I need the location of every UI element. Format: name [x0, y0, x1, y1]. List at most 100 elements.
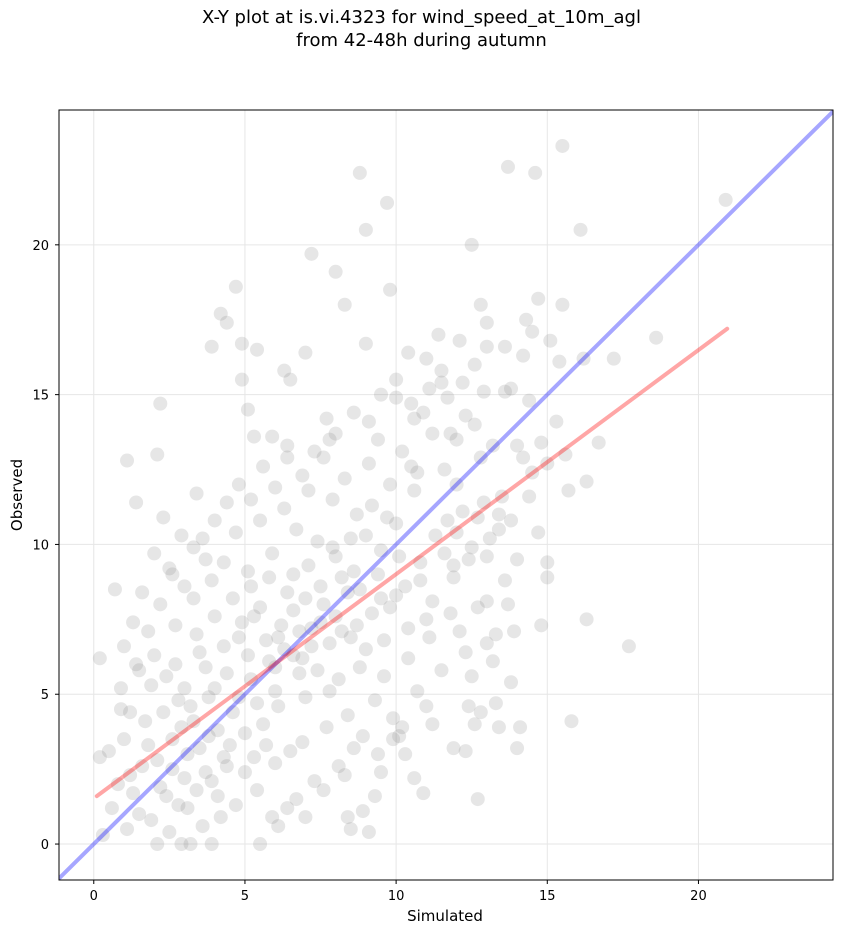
data-point	[407, 771, 422, 786]
data-point	[591, 435, 606, 450]
data-point	[240, 648, 255, 663]
x-tick-label: 0	[90, 889, 98, 904]
data-point	[240, 402, 255, 417]
data-point	[153, 780, 168, 795]
data-point	[304, 639, 319, 654]
data-point	[316, 450, 331, 465]
data-point	[485, 438, 500, 453]
data-point	[228, 525, 243, 540]
data-point	[446, 558, 461, 573]
scatter-points	[92, 138, 733, 852]
data-point	[277, 501, 292, 516]
data-point	[259, 633, 274, 648]
data-point	[274, 618, 289, 633]
data-point	[461, 699, 476, 714]
data-point	[280, 450, 295, 465]
data-point	[141, 738, 156, 753]
data-point	[398, 579, 413, 594]
data-point	[153, 396, 168, 411]
data-point	[343, 531, 358, 546]
data-point	[449, 525, 464, 540]
data-point	[316, 783, 331, 798]
data-point	[268, 756, 283, 771]
data-point	[123, 705, 138, 720]
identity-line	[59, 110, 833, 880]
chart-title: X-Y plot at is.vi.4323 for wind_speed_at…	[0, 6, 843, 52]
data-point	[531, 525, 546, 540]
data-point	[358, 528, 373, 543]
data-point	[104, 801, 119, 816]
data-point	[488, 627, 503, 642]
data-point	[464, 237, 479, 252]
data-point	[292, 624, 307, 639]
data-point	[337, 768, 352, 783]
data-point	[95, 828, 110, 843]
data-point	[485, 654, 500, 669]
data-point	[150, 753, 165, 768]
data-point	[446, 570, 461, 585]
data-point	[361, 825, 376, 840]
data-point	[516, 450, 531, 465]
data-point	[165, 567, 180, 582]
data-point	[497, 384, 512, 399]
data-point	[380, 510, 395, 525]
data-point	[110, 777, 125, 792]
data-point	[253, 600, 268, 615]
data-point	[370, 432, 385, 447]
data-point	[265, 429, 280, 444]
data-point	[416, 786, 431, 801]
data-point	[195, 531, 210, 546]
data-point	[404, 396, 419, 411]
data-point	[346, 741, 361, 756]
data-point	[440, 390, 455, 405]
data-point	[144, 678, 159, 693]
data-point	[207, 609, 222, 624]
data-point	[449, 432, 464, 447]
data-point	[210, 789, 225, 804]
x-axis-label: Simulated	[407, 907, 483, 925]
data-point	[280, 801, 295, 816]
data-point	[322, 684, 337, 699]
data-point	[500, 597, 515, 612]
data-point	[301, 558, 316, 573]
data-point	[343, 822, 358, 837]
data-point	[316, 597, 331, 612]
data-point	[186, 714, 201, 729]
data-point	[219, 315, 234, 330]
data-point	[437, 462, 452, 477]
data-point	[313, 579, 328, 594]
data-point	[189, 627, 204, 642]
data-point	[334, 570, 349, 585]
data-point	[180, 747, 195, 762]
data-point	[186, 540, 201, 555]
data-point	[259, 738, 274, 753]
data-point	[135, 585, 150, 600]
data-point	[277, 363, 292, 378]
data-point	[310, 663, 325, 678]
data-point	[458, 645, 473, 660]
data-point	[135, 759, 150, 774]
data-point	[470, 792, 485, 807]
data-point	[479, 636, 494, 651]
data-point	[386, 732, 401, 747]
data-point	[328, 609, 343, 624]
data-point	[141, 624, 156, 639]
data-point	[513, 720, 528, 735]
data-point	[355, 729, 370, 744]
data-point	[340, 810, 355, 825]
data-point	[322, 636, 337, 651]
data-point	[413, 555, 428, 570]
data-point	[304, 246, 319, 261]
data-point	[419, 351, 434, 366]
data-point	[504, 675, 519, 690]
data-point	[189, 486, 204, 501]
data-point	[207, 513, 222, 528]
data-point	[431, 327, 446, 342]
data-point	[494, 489, 509, 504]
data-point	[280, 438, 295, 453]
data-point	[307, 444, 322, 459]
data-point	[464, 669, 479, 684]
data-point	[401, 621, 416, 636]
data-point	[177, 771, 192, 786]
data-point	[383, 282, 398, 297]
